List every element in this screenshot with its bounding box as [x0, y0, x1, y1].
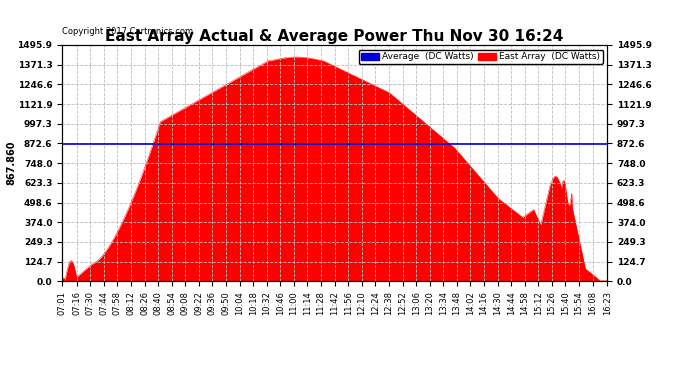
Y-axis label: 867.860: 867.860 [6, 141, 16, 185]
Text: Copyright 2017 Cartronics.com: Copyright 2017 Cartronics.com [62, 27, 193, 36]
Legend: Average  (DC Watts), East Array  (DC Watts): Average (DC Watts), East Array (DC Watts… [359, 50, 602, 64]
Title: East Array Actual & Average Power Thu Nov 30 16:24: East Array Actual & Average Power Thu No… [106, 29, 564, 44]
